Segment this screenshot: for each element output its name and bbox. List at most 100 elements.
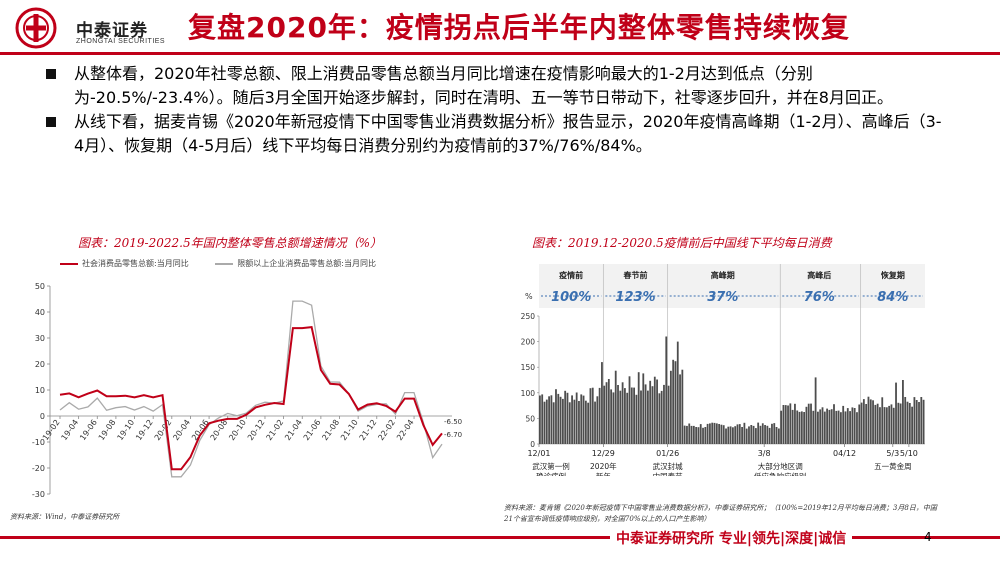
legend-swatch-total (60, 262, 78, 265)
y-tick-label: 40 (35, 308, 45, 317)
daily-consumption-bar (828, 409, 831, 444)
x-tick-label: 19-06 (78, 418, 99, 442)
daily-consumption-bar (676, 341, 679, 444)
daily-consumption-bar (596, 396, 599, 444)
daily-consumption-bar (699, 424, 702, 444)
y-unit-label: % (525, 292, 533, 301)
daily-consumption-bar (897, 402, 900, 444)
event-label: 武汉封城 (653, 461, 683, 471)
daily-consumption-bar (640, 390, 642, 444)
daily-consumption-bar (692, 425, 695, 444)
daily-consumption-bar (773, 423, 776, 444)
event-label: 中国春节 (653, 471, 683, 476)
daily-consumption-bar (713, 422, 716, 444)
daily-consumption-bar (653, 376, 656, 444)
y-tick-label: -30 (32, 490, 45, 499)
daily-consumption-bar (681, 369, 684, 444)
daily-consumption-bar (644, 384, 647, 444)
bullet-item: 从线下看，据麦肯锡《2020年新冠疫情下中国零售业消费数据分析》报告显示，202… (44, 110, 944, 158)
daily-consumption-bar (646, 390, 649, 444)
event-label: 低应急响应级别 (754, 471, 807, 476)
daily-consumption-bar (720, 424, 723, 444)
daily-consumption-bar (846, 408, 849, 444)
period-value: 84% (877, 290, 908, 305)
daily-consumption-bar (780, 410, 783, 444)
daily-consumption-bar (839, 412, 842, 444)
square-bullet-icon (46, 69, 56, 79)
right-chart-title: 图表：2019.12-2020.5疫情前后中国线下平均每日消费 (532, 236, 832, 250)
daily-consumption-bar (589, 388, 592, 444)
y-tick-label: 10 (35, 386, 45, 395)
daily-consumption-bar (571, 395, 573, 444)
daily-consumption-bar (849, 411, 851, 444)
daily-consumption-bar (833, 404, 835, 444)
daily-consumption-bar (787, 405, 789, 444)
daily-consumption-bar (858, 404, 861, 444)
y-tick-label: 100 (521, 389, 536, 398)
daily-consumption-bar (885, 407, 888, 444)
daily-consumption-bar (908, 403, 911, 444)
event-label: 五一黄金周 (874, 461, 912, 471)
daily-consumption-bar (869, 399, 872, 444)
end-value-label: -6.70 (444, 431, 462, 439)
daily-consumption-bar (555, 389, 557, 444)
daily-consumption-bar (872, 400, 874, 444)
x-tick-label: 21-10 (339, 418, 360, 442)
daily-consumption-bar (888, 405, 891, 444)
period-label: 高峰期 (711, 270, 735, 280)
daily-consumption-bar (598, 387, 601, 444)
daily-consumption-bar (844, 411, 847, 444)
left-chart-title: 图表：2019-2022.5年国内整体零售总额增速情况（%） (78, 236, 382, 250)
y-tick-label: -20 (32, 464, 45, 473)
daily-consumption-bar (539, 395, 541, 444)
daily-consumption-bar (688, 423, 691, 444)
daily-consumption-bar (656, 379, 658, 444)
daily-consumption-bar (603, 385, 606, 444)
daily-consumption-bar (729, 426, 732, 444)
y-tick-label: 200 (521, 338, 536, 347)
daily-consumption-bar (856, 412, 858, 444)
daily-consumption-bar (911, 406, 914, 444)
daily-consumption-bar (764, 425, 766, 444)
daily-consumption-bar (667, 385, 670, 444)
daily-consumption-bar (821, 407, 824, 444)
daily-consumption-bar (559, 396, 562, 444)
daily-consumption-bar (617, 385, 619, 444)
daily-consumption-bar (757, 422, 760, 444)
daily-consumption-bar (541, 394, 544, 444)
daily-consumption-bar (761, 423, 764, 444)
daily-consumption-bar (614, 370, 617, 444)
daily-consumption-bar (915, 400, 918, 444)
daily-consumption-bar (791, 409, 794, 444)
left-source-note: 资料来源：Wind，中泰证券研究所 (10, 513, 120, 521)
x-tick-label: 22-02 (376, 418, 397, 442)
period-value: 123% (615, 290, 655, 305)
daily-consumption-bar (784, 405, 787, 444)
x-tick-label: 5/3 (886, 449, 899, 458)
retail-growth-line-chart: 50 40 30 20 10 0 -10 -20 -30 19-0219-0419-0619-08… (32, 282, 462, 499)
daily-consumption-bar (637, 372, 640, 444)
x-tick-label: 19-10 (115, 418, 136, 442)
daily-consumption-bar (789, 403, 792, 444)
daily-consumption-bar (732, 427, 734, 444)
daily-consumption-bar (807, 403, 810, 444)
daily-consumption-bar (695, 427, 698, 444)
daily-consumption-bar (697, 427, 700, 444)
daily-consumption-bar (803, 412, 806, 444)
y-tick-label: 50 (525, 414, 535, 423)
daily-consumption-bar (594, 401, 596, 444)
y-tick-label: 20 (35, 360, 45, 369)
bullet-item: 从整体看，2020年社零总额、限上消费品零售总额当月同比增速在疫情影响最大的1-… (44, 62, 944, 110)
daily-consumption-bar (918, 402, 920, 444)
daily-consumption-bar (619, 390, 622, 444)
daily-consumption-bar (552, 402, 555, 444)
daily-consumption-bar (862, 399, 865, 444)
legend-label: 限额以上企业消费品零售总额:当月同比 (237, 259, 376, 268)
daily-consumption-bar (902, 380, 904, 444)
daily-consumption-bar (686, 425, 688, 444)
daily-consumption-bar (642, 373, 645, 444)
daily-consumption-bar (876, 403, 879, 444)
daily-consumption-bar (750, 425, 753, 444)
daily-consumption-bar (624, 388, 626, 444)
daily-consumption-bar (550, 395, 553, 444)
